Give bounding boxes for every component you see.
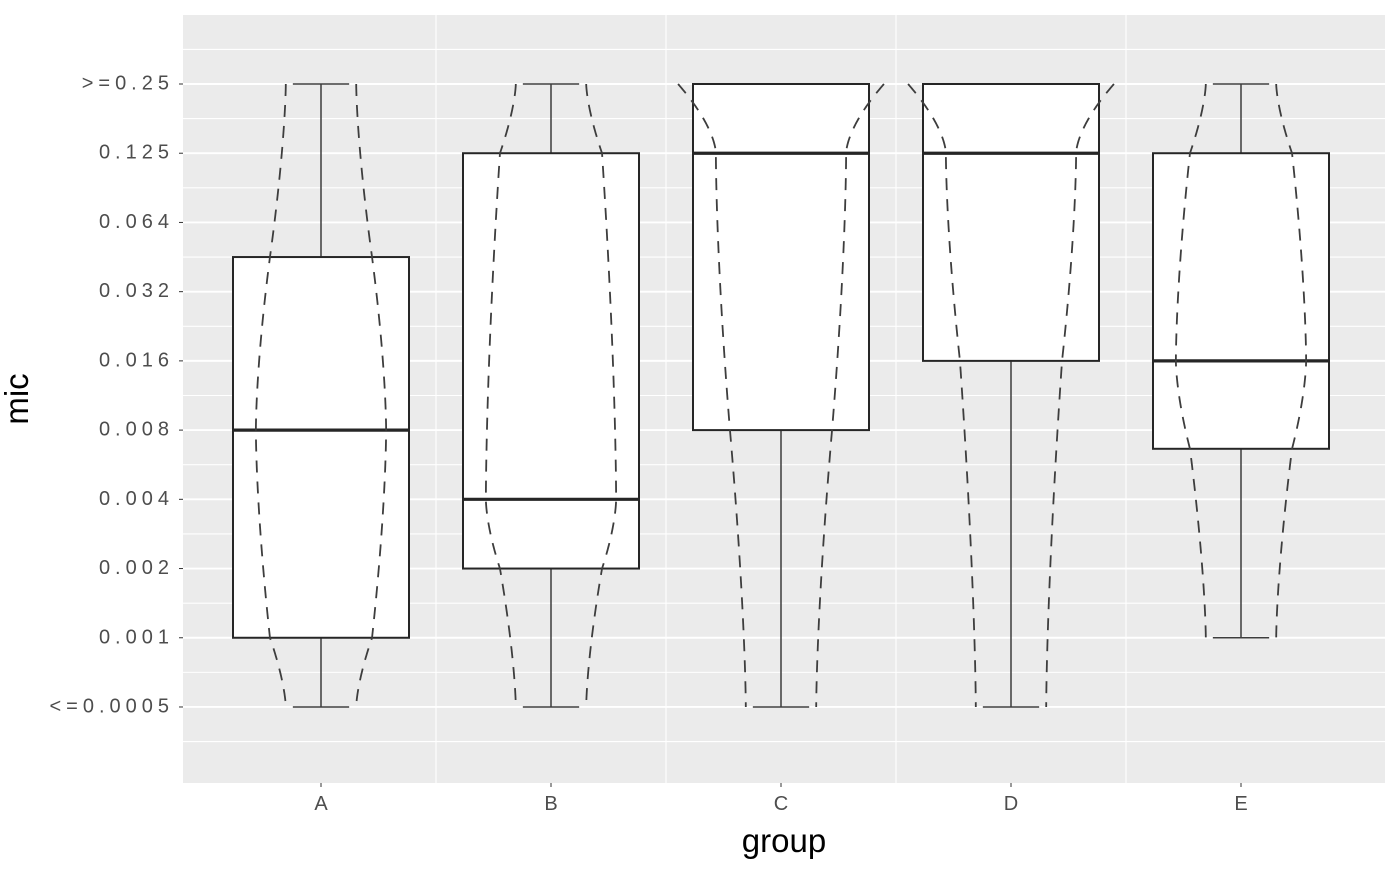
svg-text:0.032: 0.032 [99,280,174,302]
svg-text:0.004: 0.004 [99,488,174,510]
svg-text:0.008: 0.008 [99,419,174,441]
svg-text:B: B [544,793,557,815]
svg-text:group: group [742,822,826,859]
svg-text:C: C [774,793,788,815]
svg-text:>=0.25: >=0.25 [82,73,174,95]
svg-text:D: D [1004,793,1018,815]
svg-text:A: A [314,793,328,815]
svg-text:0.064: 0.064 [99,211,174,233]
svg-text:0.125: 0.125 [99,142,174,164]
svg-text:mic: mic [0,373,35,424]
svg-text:0.002: 0.002 [99,557,174,579]
svg-text:0.001: 0.001 [99,626,174,648]
svg-text:<=0.0005: <=0.0005 [49,695,174,717]
svg-text:0.016: 0.016 [99,349,174,371]
svg-text:E: E [1234,793,1247,815]
